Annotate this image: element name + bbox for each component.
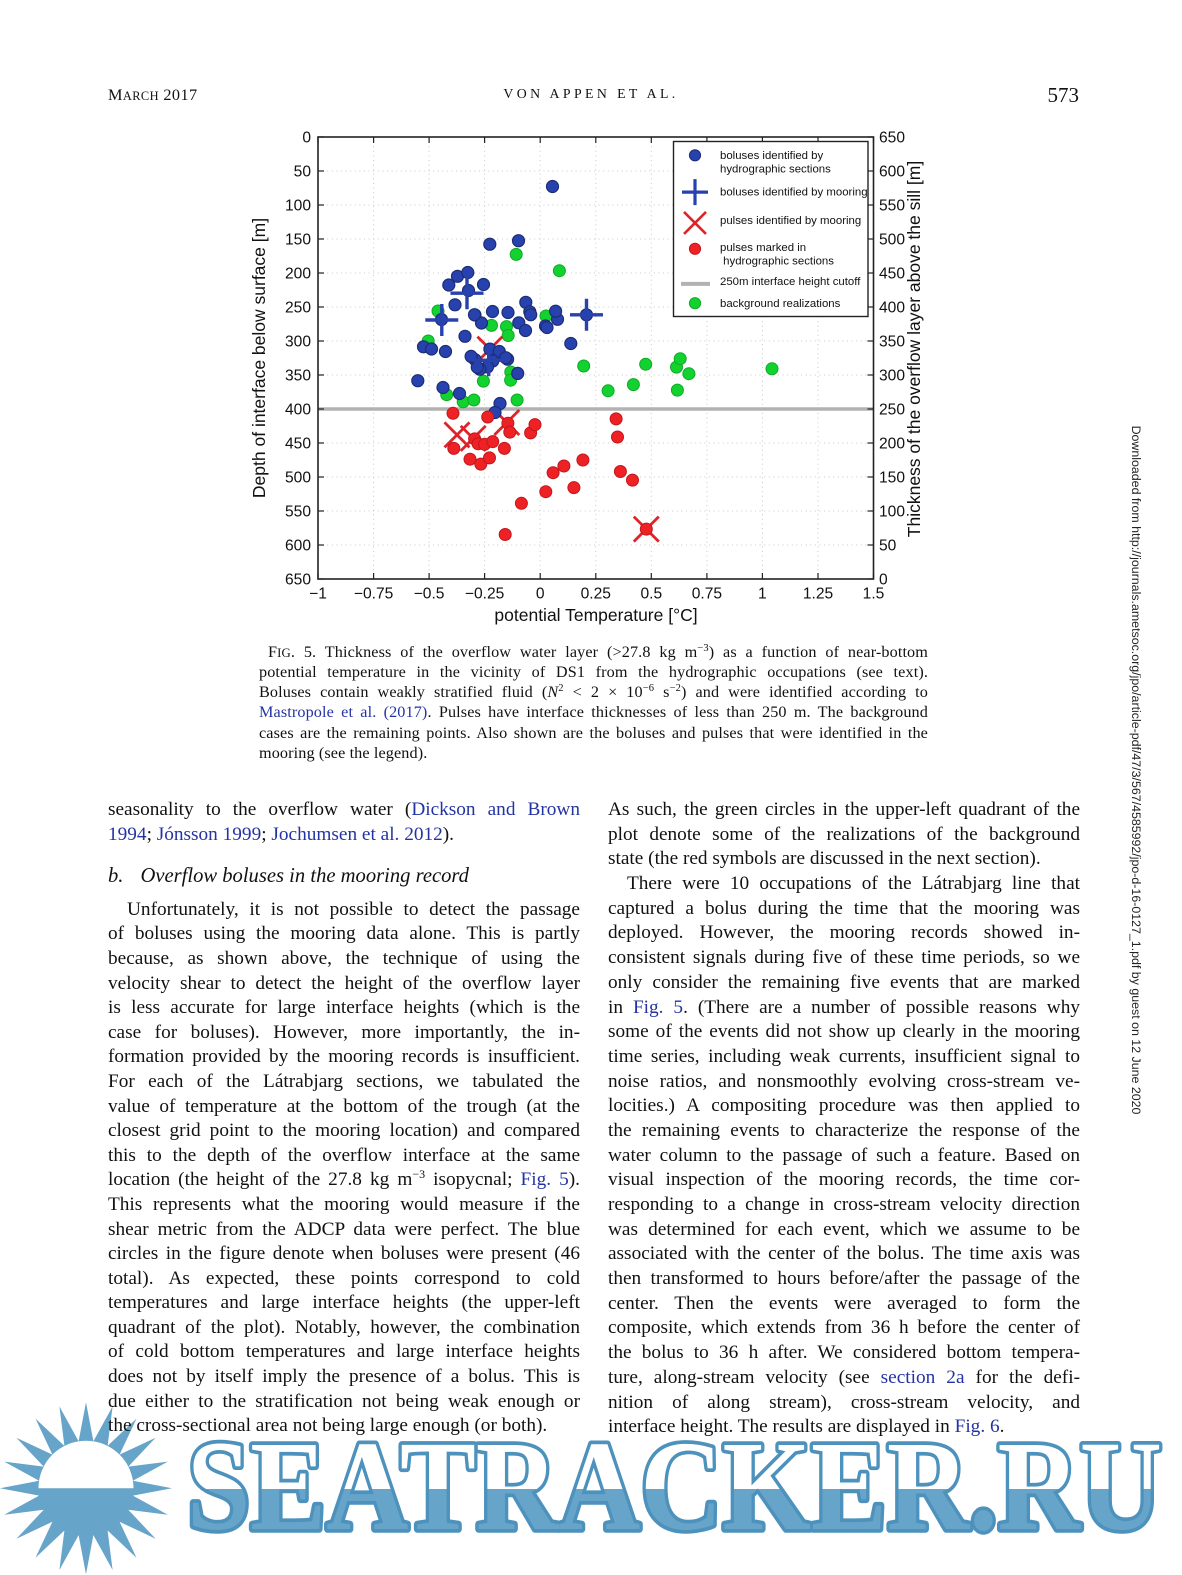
svg-text:500: 500 xyxy=(879,232,905,249)
svg-text:450: 450 xyxy=(879,266,905,283)
svg-text:pulses marked in: pulses marked in xyxy=(720,242,806,254)
svg-text:350: 350 xyxy=(879,334,905,351)
svg-text:200: 200 xyxy=(879,436,905,453)
svg-text:potential Temperature [°C]: potential Temperature [°C] xyxy=(494,605,697,625)
svg-text:−0.25: −0.25 xyxy=(465,586,505,603)
svg-text:boluses identified by mooring: boluses identified by mooring xyxy=(720,187,868,199)
svg-text:0: 0 xyxy=(302,130,311,147)
svg-text:550: 550 xyxy=(879,198,905,215)
svg-text:1: 1 xyxy=(758,586,767,603)
svg-text:50: 50 xyxy=(879,538,897,555)
svg-text:0.25: 0.25 xyxy=(581,586,612,603)
svg-text:1.25: 1.25 xyxy=(803,586,834,603)
svg-text:−0.75: −0.75 xyxy=(354,586,394,603)
svg-text:1.5: 1.5 xyxy=(863,586,885,603)
svg-text:Thickness of the overflow laye: Thickness of the overflow layer above th… xyxy=(904,161,924,537)
svg-text:boluses identified by: boluses identified by xyxy=(720,150,824,162)
svg-text:0: 0 xyxy=(879,572,888,589)
svg-text:400: 400 xyxy=(879,300,905,317)
svg-text:450: 450 xyxy=(285,436,311,453)
svg-text:300: 300 xyxy=(879,368,905,385)
svg-text:350: 350 xyxy=(285,368,311,385)
svg-text:300: 300 xyxy=(285,334,311,351)
svg-text:hydrographic sections: hydrographic sections xyxy=(720,255,834,267)
svg-text:600: 600 xyxy=(285,538,311,555)
svg-text:SEATRACKER.RU: SEATRACKER.RU xyxy=(187,1415,1162,1557)
svg-text:650: 650 xyxy=(879,130,905,147)
svg-text:550: 550 xyxy=(285,504,311,521)
svg-text:hydrographic sections: hydrographic sections xyxy=(720,164,831,176)
svg-text:−0.5: −0.5 xyxy=(414,586,445,603)
svg-text:Depth of interface below surfa: Depth of interface below surface [m] xyxy=(249,218,269,498)
svg-text:250m interface height cutoff: 250m interface height cutoff xyxy=(720,276,861,288)
svg-text:500: 500 xyxy=(285,470,311,487)
svg-text:150: 150 xyxy=(285,232,311,249)
svg-text:150: 150 xyxy=(879,470,905,487)
svg-text:650: 650 xyxy=(285,572,311,589)
svg-text:−1: −1 xyxy=(309,586,327,603)
svg-text:600: 600 xyxy=(879,164,905,181)
svg-text:0.5: 0.5 xyxy=(640,586,662,603)
svg-text:100: 100 xyxy=(285,198,311,215)
svg-text:250: 250 xyxy=(879,402,905,419)
svg-text:250: 250 xyxy=(285,300,311,317)
svg-text:0.75: 0.75 xyxy=(692,586,723,603)
svg-text:100: 100 xyxy=(879,504,905,521)
svg-text:0: 0 xyxy=(536,586,545,603)
svg-text:background realizations: background realizations xyxy=(720,298,841,310)
svg-text:400: 400 xyxy=(285,402,311,419)
svg-text:200: 200 xyxy=(285,266,311,283)
svg-text:pulses identified by mooring: pulses identified by mooring xyxy=(720,215,861,227)
svg-text:50: 50 xyxy=(294,164,312,181)
